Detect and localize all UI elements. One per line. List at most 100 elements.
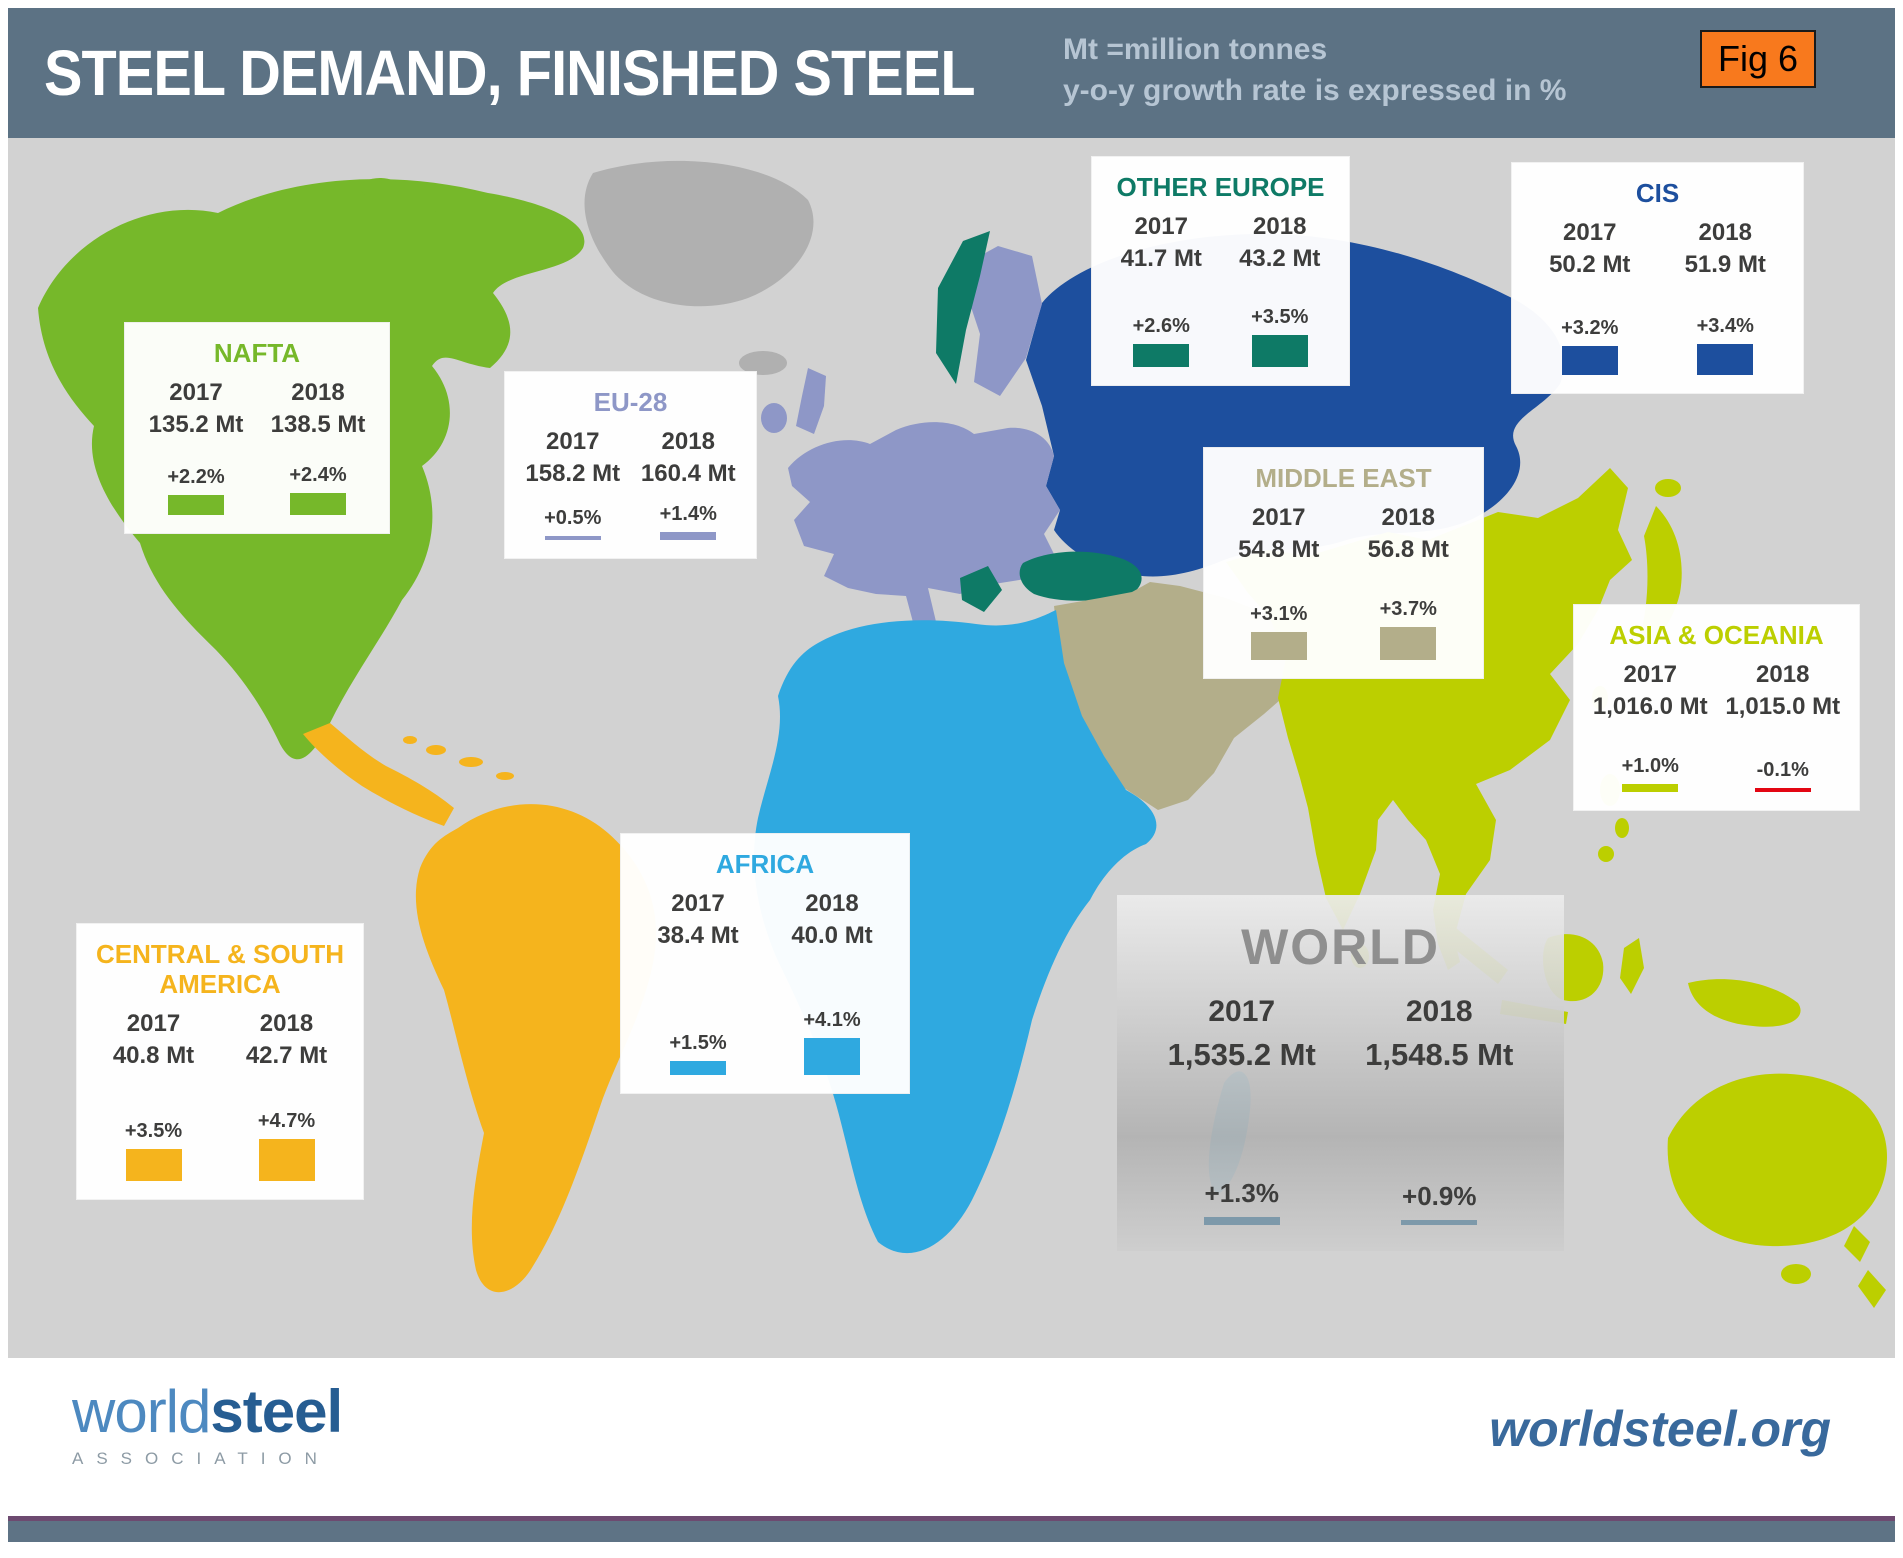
growth-label-2018: +2.4%: [289, 464, 347, 486]
growth-bars: +2.6% +3.5%: [1102, 306, 1339, 367]
demand-value-2017: 40.8 Mt: [112, 1041, 195, 1069]
legend-line-2: y-o-y growth rate is expressed in %: [1063, 73, 1567, 107]
region-title: NAFTA: [213, 338, 301, 368]
demand-value-2018: 56.8 Mt: [1367, 535, 1449, 563]
island-dot: [426, 745, 446, 755]
growth-label-2017: +2.2%: [167, 466, 225, 488]
region-card-world: WORLD 2017 1,535.2 Mt 2018 1,548.5 Mt +1…: [1117, 895, 1564, 1251]
growth-label-2018: +4.7%: [257, 1110, 316, 1132]
growth-label-2018: +0.9%: [1402, 1181, 1477, 1211]
growth-col-2018: +4.1%: [765, 1009, 899, 1075]
stat-col-2018: 2018 43.2 Mt: [1221, 213, 1340, 273]
map-region-unassigned: [584, 160, 814, 375]
map-shape-new-zealand: [1844, 1226, 1870, 1262]
map-region-central-south-america: [303, 723, 656, 1293]
demand-value-2017: 1,016.0 Mt: [1592, 692, 1708, 720]
region-card-other-europe: OTHER EUROPE 2017 41.7 Mt 2018 43.2 Mt +…: [1091, 156, 1350, 386]
growth-label-2017: +3.2%: [1561, 317, 1619, 339]
year-label: 2017: [546, 427, 600, 455]
region-stats: 2017 1,535.2 Mt 2018 1,548.5 Mt: [1143, 995, 1538, 1073]
region-title: EU-28: [593, 387, 668, 417]
region-title: WORLD: [1241, 919, 1440, 975]
growth-bar-2018: [1380, 627, 1437, 660]
island-dot: [496, 772, 514, 780]
region-stats: 2017 135.2 Mt 2018 138.5 Mt: [135, 379, 379, 439]
demand-value-2017: 41.7 Mt: [1120, 244, 1202, 272]
growth-col-2017: +1.5%: [631, 1009, 765, 1075]
worldsteel-logo: worldsteel ASSOCIATION: [72, 1382, 343, 1468]
map-shape-uk: [796, 368, 826, 434]
growth-label-2017: +3.1%: [1250, 603, 1308, 625]
island-dot: [284, 188, 332, 212]
map-shape-new-zealand: [1858, 1270, 1886, 1308]
bottom-accent-bar: [8, 1516, 1895, 1542]
island-dot: [403, 736, 417, 744]
stat-col-2018: 2018 56.8 Mt: [1344, 504, 1474, 564]
region-stats: 2017 40.8 Mt 2018 42.7 Mt: [87, 1010, 353, 1070]
demand-value-2017: 135.2 Mt: [148, 410, 244, 438]
map-shape-iceland: [739, 351, 787, 375]
region-card-eu28: EU-28 2017 158.2 Mt 2018 160.4 Mt +0.5% …: [504, 371, 757, 559]
growth-bars: +3.1% +3.7%: [1214, 598, 1473, 660]
year-label: 2018: [1381, 503, 1435, 531]
growth-col-2018: +1.4%: [631, 503, 747, 540]
growth-col-2018: +4.7%: [220, 1110, 353, 1181]
growth-col-2018: +0.9%: [1341, 1178, 1539, 1225]
growth-bars: +2.2% +2.4%: [135, 464, 379, 515]
demand-value-2017: 50.2 Mt: [1549, 250, 1631, 278]
map-shape-ireland: [761, 403, 787, 433]
demand-value-2018: 51.9 Mt: [1684, 250, 1766, 278]
year-label: 2018: [805, 889, 859, 917]
stat-col-2017: 2017 38.4 Mt: [631, 890, 765, 950]
map-shape-sulawesi: [1620, 938, 1644, 994]
growth-label-2018: +4.1%: [803, 1009, 861, 1031]
growth-col-2017: +1.3%: [1143, 1178, 1341, 1225]
growth-bar-2017: [670, 1061, 726, 1075]
stat-col-2017: 2017 50.2 Mt: [1522, 219, 1658, 279]
region-stats: 2017 50.2 Mt 2018 51.9 Mt: [1522, 219, 1793, 279]
year-label: 2017: [1208, 994, 1276, 1028]
growth-col-2018: +2.4%: [257, 464, 379, 515]
logo-word-steel: steel: [210, 1378, 343, 1445]
website-url: worldsteel.org: [1489, 1401, 1831, 1457]
region-title: AFRICA: [715, 849, 815, 879]
growth-bar-2017: [1203, 1217, 1280, 1225]
region-stats: 2017 158.2 Mt 2018 160.4 Mt: [515, 428, 746, 488]
island-dot: [429, 210, 459, 226]
growth-label-2018: +3.5%: [1251, 306, 1309, 328]
year-label: 2017: [1134, 212, 1188, 240]
region-card-cis: CIS 2017 50.2 Mt 2018 51.9 Mt +3.2% +3.4…: [1511, 162, 1804, 394]
growth-bar-2017: [1250, 632, 1307, 660]
stat-col-2017: 2017 158.2 Mt: [515, 428, 631, 488]
demand-value-2017: 54.8 Mt: [1238, 535, 1320, 563]
year-label: 2018: [259, 1009, 314, 1037]
growth-label-2017: +1.5%: [669, 1032, 727, 1054]
logo-word-world: world: [72, 1378, 211, 1445]
header-bar: STEEL DEMAND, FINISHED STEEL Mt =million…: [8, 8, 1895, 138]
growth-label-2017: +1.3%: [1204, 1178, 1279, 1208]
map-shape-australia: [1667, 1073, 1888, 1247]
legend-line-1: Mt =million tonnes: [1063, 33, 1328, 66]
growth-label-2017: +2.6%: [1132, 315, 1190, 337]
year-label: 2017: [671, 889, 725, 917]
year-label: 2018: [1756, 660, 1810, 688]
map-shape-scandinavia: [958, 246, 1042, 396]
demand-value-2017: 1,535.2 Mt: [1167, 1036, 1316, 1072]
growth-bar-2017: [544, 536, 601, 540]
growth-col-2018: +3.7%: [1344, 598, 1474, 660]
stat-col-2017: 2017 41.7 Mt: [1102, 213, 1221, 273]
map-area: NAFTA 2017 135.2 Mt 2018 138.5 Mt +2.2% …: [8, 138, 1895, 1358]
region-title: ASIA & OCEANIA: [1609, 620, 1824, 650]
stat-col-2018: 2018 42.7 Mt: [220, 1010, 353, 1070]
growth-bar-2018: [258, 1139, 315, 1181]
growth-col-2017: +2.2%: [135, 464, 257, 515]
region-stats: 2017 1,016.0 Mt 2018 1,015.0 Mt: [1584, 661, 1849, 721]
region-card-central-south-america: CENTRAL & SOUTH AMERICA 2017 40.8 Mt 201…: [76, 923, 364, 1200]
growth-bar-2017: [168, 495, 224, 515]
region-title: MIDDLE EAST: [1255, 463, 1432, 493]
growth-col-2017: +3.2%: [1522, 315, 1658, 375]
region-stats: 2017 41.7 Mt 2018 43.2 Mt: [1102, 213, 1339, 273]
island-dot: [246, 226, 274, 242]
growth-label-2017: +3.5%: [124, 1120, 183, 1142]
